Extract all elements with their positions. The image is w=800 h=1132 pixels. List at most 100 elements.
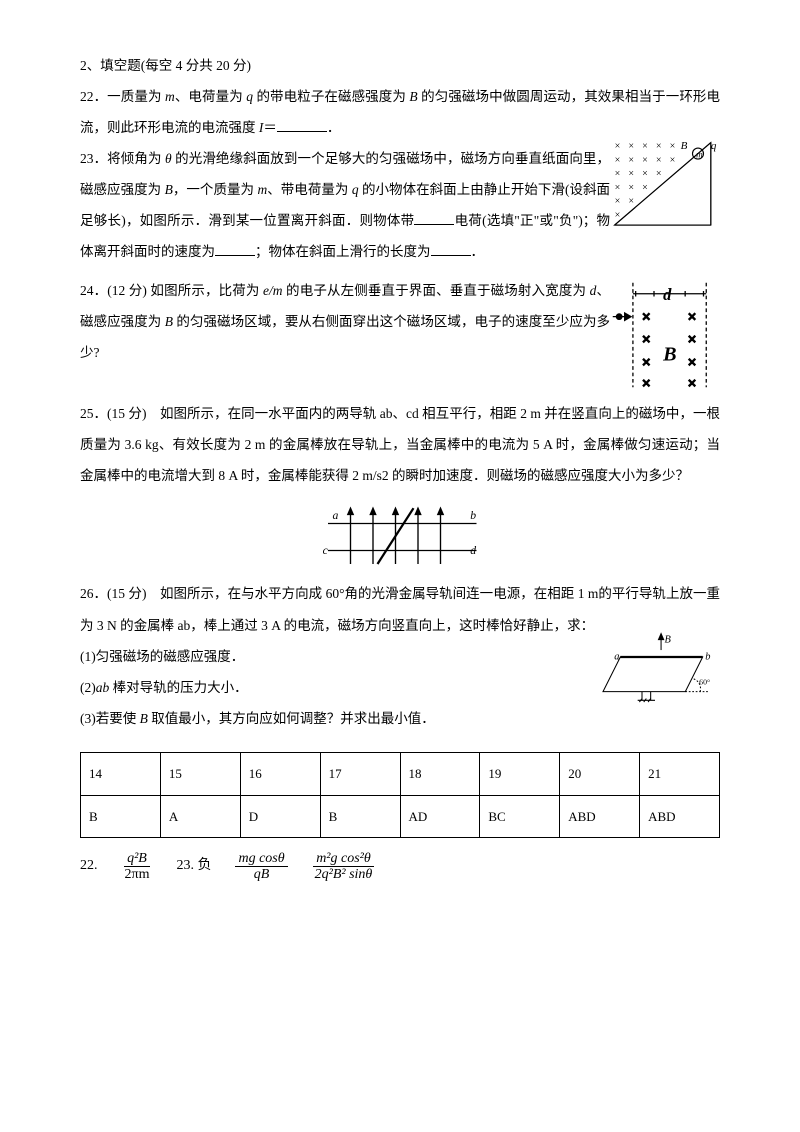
fig23-m: m xyxy=(696,149,703,159)
svg-text:×: × xyxy=(642,332,650,348)
fig-26: a b B 60° xyxy=(590,631,720,705)
td: B xyxy=(320,795,400,838)
q23-7: ；物体在斜面上滑行的长度为 xyxy=(255,244,431,259)
q22-a: 22．一质量为 xyxy=(80,89,165,104)
q26-sub-wrap: a b B 60° (1)匀强磁场的磁感应强度． (2)ab 棒对导轨的压力大小… xyxy=(80,641,720,734)
th: 18 xyxy=(400,752,480,795)
table-row: B A D B AD BC ABD ABD xyxy=(81,795,720,838)
q24-2: 的电子从左侧垂直于界面、垂直于磁场射入宽度为 xyxy=(283,283,590,298)
q25: 25．(15 分) 如图所示，在同一水平面内的两导轨 ab、cd 相互平行，相距… xyxy=(80,398,720,491)
ans22-frac: q²B 2πm xyxy=(122,851,153,883)
fig26-B: B xyxy=(665,634,672,645)
svg-text:×: × xyxy=(615,155,621,166)
svg-text:×: × xyxy=(656,169,662,180)
svg-text:×: × xyxy=(656,141,662,152)
q26-p3a: (3)若要使 xyxy=(80,711,140,726)
svg-text:×: × xyxy=(656,155,662,166)
svg-text:×: × xyxy=(628,169,634,180)
q22-c: 的带电粒子在磁感强度为 xyxy=(253,89,409,104)
fig26-b: b xyxy=(705,651,710,662)
svg-text:×: × xyxy=(642,141,648,152)
td: ABD xyxy=(560,795,640,838)
q26-p2ab: ab xyxy=(96,680,110,695)
svg-text:×: × xyxy=(670,155,676,166)
fig25-d: d xyxy=(470,545,476,558)
svg-text:×: × xyxy=(615,169,621,180)
svg-text:×: × xyxy=(628,196,634,207)
q24-B: B xyxy=(165,314,173,329)
svg-text:×: × xyxy=(628,141,634,152)
th: 17 xyxy=(320,752,400,795)
th: 16 xyxy=(240,752,320,795)
svg-text:×: × xyxy=(615,210,621,221)
fig25-c: c xyxy=(323,545,329,558)
svg-text:×: × xyxy=(670,141,676,152)
den: qB xyxy=(251,867,273,882)
q22-q: q xyxy=(246,89,253,104)
td: AD xyxy=(400,795,480,838)
fig26-a: a xyxy=(614,651,619,662)
fig-23: ××××× ××××× ×××× ××× ×× × B m q xyxy=(610,138,720,234)
q26-p3B: B xyxy=(140,711,148,726)
q23-8: ． xyxy=(471,244,485,259)
svg-text:×: × xyxy=(628,155,634,166)
q22-eq: ＝ xyxy=(263,120,277,135)
fig23-B: B xyxy=(681,140,688,152)
q23-1: 23．将倾角为 xyxy=(80,151,165,166)
q26-p3b: 取值最小，其方向应如何调整？并求出最小值． xyxy=(148,711,435,726)
q26-p2a: (2) xyxy=(80,680,96,695)
ans23-frac2: m²g cos²θ 2q²B² sinθ xyxy=(312,851,376,883)
th: 19 xyxy=(480,752,560,795)
td: D xyxy=(240,795,320,838)
td: ABD xyxy=(640,795,720,838)
fig25-a: a xyxy=(333,509,339,522)
num: mg cosθ xyxy=(235,851,287,867)
svg-text:×: × xyxy=(688,332,696,348)
den: 2πm xyxy=(122,867,153,882)
q23-B: B xyxy=(165,182,173,197)
svg-text:×: × xyxy=(642,182,648,193)
svg-text:×: × xyxy=(688,310,696,326)
td: B xyxy=(81,795,161,838)
q23-3: ，一个质量为 xyxy=(173,182,258,197)
q22-b: 、电荷量为 xyxy=(175,89,247,104)
answer-table: 14 15 16 17 18 19 20 21 B A D B AD BC AB… xyxy=(80,752,720,839)
fig23-q: q xyxy=(711,140,717,152)
svg-text:×: × xyxy=(615,196,621,207)
q23-wrap: ××××× ××××× ×××× ××× ×× × B m q 23．将倾角为 … xyxy=(80,143,720,267)
th: 20 xyxy=(560,752,640,795)
ans23-label: 23. 负 xyxy=(176,850,211,882)
num: q²B xyxy=(124,851,150,867)
svg-text:×: × xyxy=(688,376,696,390)
svg-text:×: × xyxy=(642,376,650,390)
blank xyxy=(431,243,471,257)
th: 14 xyxy=(81,752,161,795)
fig26-ang: 60° xyxy=(699,677,710,686)
answer-formulas: 22. q²B 2πm 23. 负 mg cosθ qB m²g cos²θ 2… xyxy=(80,850,720,882)
ans23-frac1: mg cosθ qB xyxy=(235,851,287,883)
blank xyxy=(414,212,454,226)
ans22-label: 22. xyxy=(80,850,98,882)
q26-p3: (3)若要使 B 取值最小，其方向应如何调整？并求出最小值． xyxy=(80,703,720,734)
q23-th: θ xyxy=(165,151,172,166)
den: 2q²B² sinθ xyxy=(312,867,376,882)
th: 15 xyxy=(160,752,240,795)
fig-24: ×× ×× ×× ×× d B xyxy=(610,280,720,390)
svg-text:×: × xyxy=(615,141,621,152)
q22-e: ． xyxy=(327,120,341,135)
td: BC xyxy=(480,795,560,838)
table-row: 14 15 16 17 18 19 20 21 xyxy=(81,752,720,795)
svg-text:×: × xyxy=(642,310,650,326)
q23-q: q xyxy=(352,182,359,197)
q24-em: e/m xyxy=(263,283,283,298)
th: 21 xyxy=(640,752,720,795)
num: m²g cos²θ xyxy=(313,851,374,867)
q23-4: 、带电荷量为 xyxy=(267,182,352,197)
q26-p2b: 棒对导轨的压力大小． xyxy=(109,680,247,695)
q22-B: B xyxy=(409,89,417,104)
q23-m: m xyxy=(257,182,267,197)
fig24-d: d xyxy=(663,285,672,304)
svg-text:×: × xyxy=(628,182,634,193)
svg-text:×: × xyxy=(642,155,648,166)
section-header: 2、填空题(每空 4 分共 20 分) xyxy=(80,50,720,81)
